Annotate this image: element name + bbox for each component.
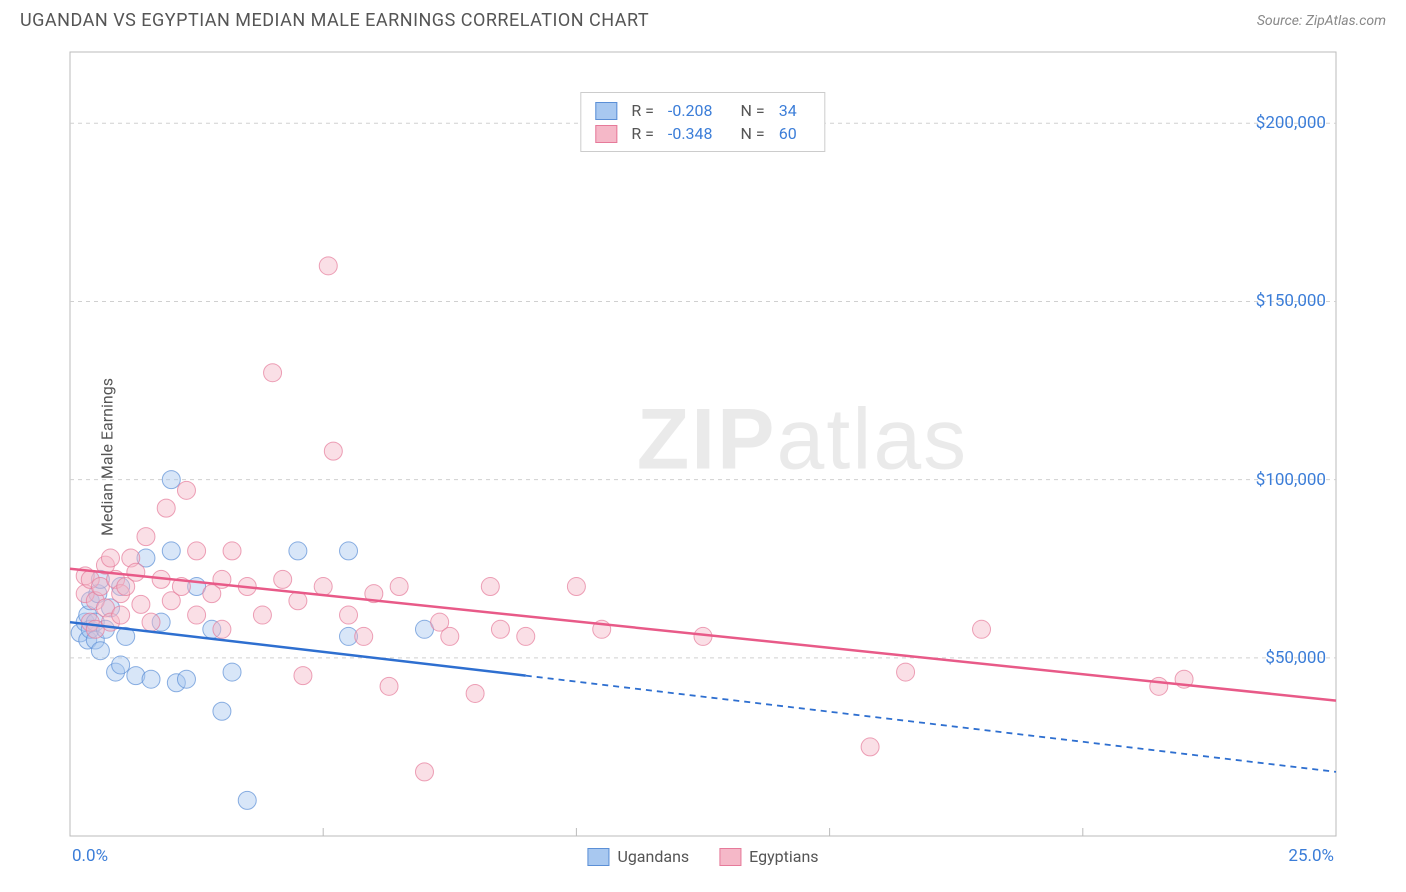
r-label: R = (631, 101, 654, 120)
correlation-legend: R = -0.208 N = 34 R = -0.348 N = 60 (580, 92, 825, 152)
r-value: -0.208 (668, 101, 713, 120)
y-axis-tick-label: $100,000 (1256, 470, 1326, 490)
legend-swatch (595, 102, 617, 120)
legend-swatch (595, 125, 617, 143)
n-value: 34 (779, 101, 797, 120)
legend-swatch (719, 848, 741, 866)
source-attribution: Source: ZipAtlas.com (1257, 13, 1386, 29)
r-value: -0.348 (668, 124, 713, 143)
x-axis-max-label: 25.0% (1288, 846, 1334, 866)
legend-swatch (587, 848, 609, 866)
chart-area: Median Male Earnings ZIPatlas R =-0.208 … (20, 42, 1386, 872)
legend-stat-row: R = -0.348 N = 60 (595, 122, 810, 145)
legend-series-item: Ugandans (587, 847, 689, 866)
y-axis-tick-label: $50,000 (1265, 648, 1326, 668)
chart-title: UGANDAN VS EGYPTIAN MEDIAN MALE EARNINGS… (20, 10, 649, 31)
n-label: N = (741, 101, 765, 120)
scatter-chart-svg (20, 42, 1386, 872)
n-label: N = (741, 124, 765, 143)
legend-series-label: Egyptians (749, 847, 818, 866)
r-label: R = (631, 124, 654, 143)
y-axis-tick-label: $150,000 (1256, 291, 1326, 311)
legend-series-item: Egyptians (719, 847, 818, 866)
y-axis-tick-label: $200,000 (1256, 113, 1326, 133)
series-legend: Ugandans Egyptians (587, 847, 818, 866)
n-value: 60 (779, 124, 797, 143)
x-axis-min-label: 0.0% (72, 846, 108, 866)
legend-stat-row: R = -0.208 N = 34 (595, 99, 810, 122)
legend-series-label: Ugandans (617, 847, 689, 866)
y-axis-label: Median Male Earnings (97, 378, 116, 536)
